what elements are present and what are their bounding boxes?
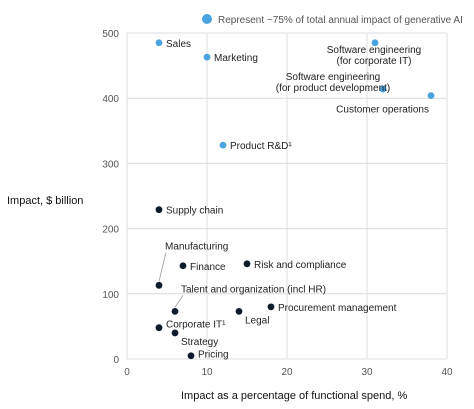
x-tick-label: 20	[281, 367, 293, 378]
data-label: Talent and organization (incl HR)	[181, 284, 326, 295]
data-point	[203, 53, 211, 61]
data-label: Risk and compliance	[254, 260, 347, 271]
data-label: Manufacturing	[165, 241, 228, 252]
x-tick-label: 40	[441, 367, 453, 378]
data-label: Corporate IT¹	[166, 320, 226, 331]
y-tick-label: 100	[102, 290, 119, 301]
data-label: Customer operations	[336, 105, 429, 116]
data-label: Supply chain	[166, 206, 223, 217]
y-tick-label: 400	[102, 94, 119, 105]
y-tick-label: 200	[102, 225, 119, 236]
data-point	[427, 92, 435, 99]
x-axis-title: Impact as a percentage of functional spe…	[181, 390, 407, 402]
x-tick-label: 10	[201, 367, 213, 378]
data-label: Strategy	[181, 337, 218, 348]
data-point	[155, 281, 163, 289]
leader-line	[174, 295, 184, 308]
data-label: Finance	[190, 262, 226, 273]
data-point	[243, 260, 251, 268]
data-label: Software engineering (for corporate IT)	[327, 45, 422, 67]
data-point	[267, 303, 275, 311]
data-labels: Sales Marketing Software engineering (for c…	[165, 39, 429, 361]
y-tick-label: 0	[113, 355, 119, 366]
data-label: Pricing	[198, 350, 229, 361]
data-point	[155, 39, 163, 47]
legend-text: Represent ~75% of total annual impact of…	[218, 15, 463, 26]
x-tick-label: 0	[124, 367, 130, 378]
data-point	[371, 39, 379, 47]
data-label: Procurement management	[278, 303, 397, 314]
grid	[126, 32, 448, 360]
data-point	[171, 308, 179, 315]
data-label: Product R&D¹	[230, 141, 292, 152]
x-tick-label: 30	[361, 367, 373, 378]
data-point	[235, 308, 243, 315]
y-tick-label: 300	[102, 159, 119, 170]
legend: Represent ~75% of total annual impact of…	[202, 14, 463, 26]
data-point	[219, 141, 227, 149]
data-label: Sales	[166, 39, 191, 50]
data-point	[179, 262, 187, 270]
data-label: Software engineering (for product develop…	[276, 72, 391, 94]
leader-lines	[158, 252, 184, 308]
data-point	[155, 206, 163, 214]
y-axis-title: Impact, $ billion	[7, 195, 83, 207]
data-points	[155, 39, 435, 360]
leader-line	[158, 252, 167, 282]
legend-marker	[202, 14, 212, 24]
data-label: Marketing	[214, 53, 258, 64]
data-label: Legal	[245, 315, 269, 326]
data-point	[171, 329, 179, 337]
y-tick-label: 500	[102, 29, 119, 40]
data-point	[379, 85, 387, 93]
data-point	[155, 324, 163, 332]
data-point	[187, 352, 195, 360]
